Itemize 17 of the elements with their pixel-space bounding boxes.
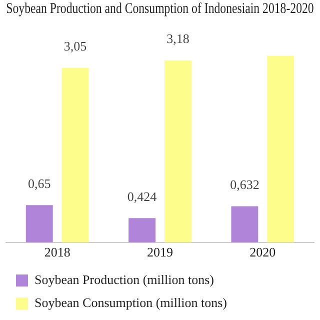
chart-title: Soybean Production and Consumption of Indonesiain 2018-2020 — [6, 0, 314, 16]
data-label: 0,65 — [28, 176, 51, 192]
data-label: 0,424 — [127, 189, 158, 204]
bar — [267, 56, 294, 242]
data-label: 3,05 — [64, 38, 87, 54]
data-label: 0,632 — [230, 177, 260, 192]
x-tick-label: 2019 — [147, 244, 173, 260]
x-tick-label: 2018 — [44, 244, 70, 260]
data-label: 3,18 — [166, 31, 190, 46]
bar — [128, 218, 156, 242]
bar — [26, 205, 53, 242]
bar — [62, 68, 89, 242]
x-tick-label: 2020 — [250, 244, 276, 260]
bar — [164, 60, 192, 242]
bar — [231, 206, 258, 242]
legend-label: Soybean Production (million tons) — [34, 272, 214, 287]
legend-label: Soybean Consumption (million tons) — [34, 294, 227, 310]
